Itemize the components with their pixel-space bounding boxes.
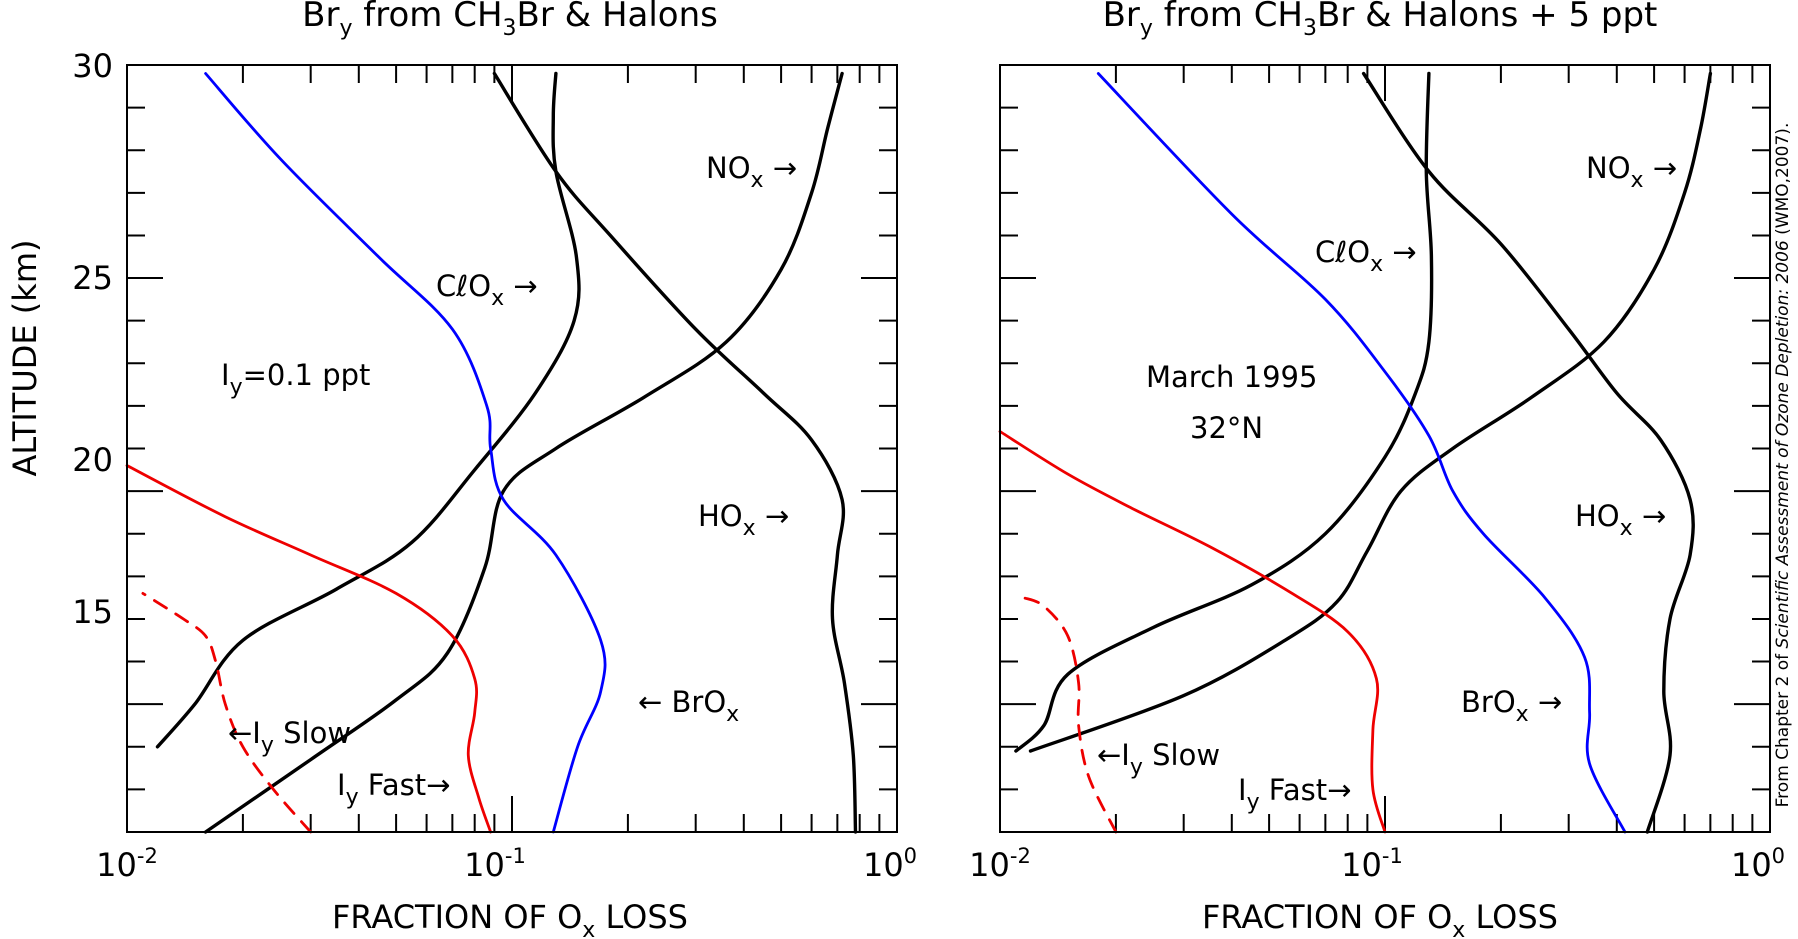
iy-fast-curve xyxy=(998,430,1387,834)
iy-slow-curve xyxy=(1022,596,1118,834)
label-brox: BrOx → xyxy=(1461,685,1562,727)
date-annotation: March 1995 xyxy=(1146,360,1317,394)
left-panel-title: Bry from CH3Br & Halons xyxy=(302,0,718,41)
label-iy-slow: ←Iy Slow xyxy=(228,716,351,758)
x-tick-label-1e-2: 10-2 xyxy=(969,844,1031,884)
label-clox: CℓOx → xyxy=(1315,235,1417,277)
x-tick-label-1e-1: 10-1 xyxy=(1341,844,1403,884)
right-curves xyxy=(998,71,1713,834)
label-brox: ← BrOx xyxy=(638,685,739,727)
x-tick-label-1e-1: 10-1 xyxy=(464,844,526,884)
right-panel: Bry from CH3Br & Halons + 5 ppt FRACTION… xyxy=(969,0,1785,939)
latitude-annotation: 32°N xyxy=(1190,411,1263,445)
clox-curve xyxy=(1014,71,1434,753)
left-plot-frame xyxy=(126,64,898,833)
right-x-tick-labels: 10-2 10-1 100 xyxy=(969,844,1785,884)
x-tick-label-1e0: 100 xyxy=(1731,844,1785,884)
hox-curve xyxy=(492,71,858,834)
source-credit: From Chapter 2 of Scientific Assessment … xyxy=(1773,123,1793,808)
left-x-tick-labels: 10-2 10-1 100 xyxy=(96,844,917,884)
right-panel-title: Bry from CH3Br & Halons + 5 ppt xyxy=(1103,0,1658,41)
y-tick-label-15: 15 xyxy=(72,593,113,631)
y-tick-label-30: 30 xyxy=(72,47,113,85)
label-iy-fast: Iy Fast→ xyxy=(337,768,450,810)
brox-curve xyxy=(1096,72,1627,834)
clox-curve xyxy=(155,71,581,749)
label-iy-fast: Iy Fast→ xyxy=(1238,773,1351,815)
left-curves xyxy=(125,71,858,834)
left-x-axis-label: FRACTION OF Ox LOSS xyxy=(332,898,688,939)
label-clox: CℓOx → xyxy=(436,269,538,311)
y-tick-label-25: 25 xyxy=(72,259,113,297)
x-tick-label-1e0: 100 xyxy=(863,844,917,884)
right-axis-ticks xyxy=(999,64,1770,833)
nox-curve xyxy=(203,71,844,834)
label-nox: NOx → xyxy=(706,151,797,193)
hox-curve xyxy=(1361,71,1695,834)
label-hox: HOx → xyxy=(698,499,789,541)
nox-curve xyxy=(1028,71,1713,753)
right-plot-frame xyxy=(999,64,1771,833)
left-panel: Bry from CH3Br & Halons ALTITUDE (km) FR… xyxy=(6,0,917,939)
iy-concentration-note: Iy=0.1 ppt xyxy=(221,358,370,400)
iy-slow-curve xyxy=(141,592,313,834)
y-tick-label-20: 20 xyxy=(72,441,113,479)
iy-fast-curve xyxy=(125,464,492,834)
label-hox: HOx → xyxy=(1575,499,1666,541)
right-x-axis-label: FRACTION OF Ox LOSS xyxy=(1202,898,1558,939)
label-nox: NOx → xyxy=(1586,151,1677,193)
label-iy-slow: ←Iy Slow xyxy=(1097,738,1220,780)
left-y-tick-labels: 15 20 25 30 xyxy=(72,47,113,631)
left-y-axis-label: ALTITUDE (km) xyxy=(6,240,44,477)
brox-curve xyxy=(204,72,607,834)
x-tick-label-1e-2: 10-2 xyxy=(96,844,158,884)
